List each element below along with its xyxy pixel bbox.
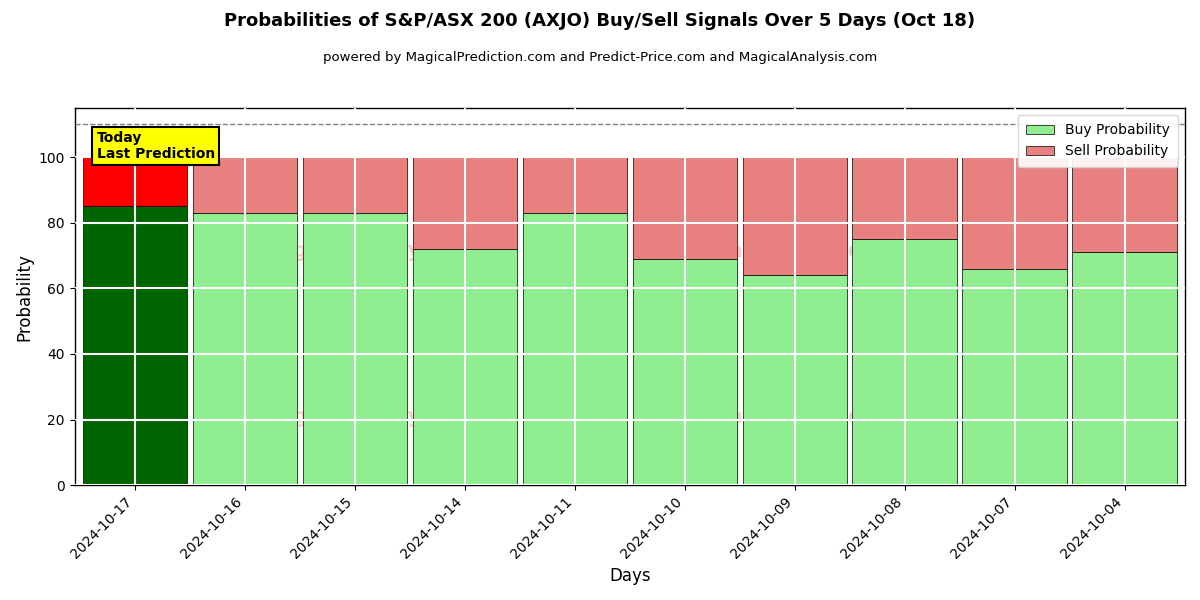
Bar — [193, 213, 298, 485]
Text: MagicalAnalysis.com: MagicalAnalysis.com — [254, 407, 516, 427]
Bar — [193, 157, 298, 213]
Text: MagicalPrediction.com: MagicalPrediction.com — [654, 241, 940, 262]
Text: Probabilities of S&P/ASX 200 (AXJO) Buy/Sell Signals Over 5 Days (Oct 18): Probabilities of S&P/ASX 200 (AXJO) Buy/… — [224, 12, 976, 30]
Bar — [743, 157, 847, 275]
Bar — [413, 249, 517, 485]
Bar — [852, 157, 956, 239]
Bar — [632, 259, 737, 485]
Bar — [83, 157, 187, 206]
Bar — [1073, 157, 1177, 253]
Bar — [962, 157, 1067, 269]
Bar — [302, 213, 407, 485]
Bar — [1073, 253, 1177, 485]
Bar — [852, 239, 956, 485]
Text: MagicalPrediction.com: MagicalPrediction.com — [654, 407, 940, 427]
Text: powered by MagicalPrediction.com and Predict-Price.com and MagicalAnalysis.com: powered by MagicalPrediction.com and Pre… — [323, 51, 877, 64]
Bar — [83, 206, 187, 485]
Text: MagicalAnalysis.com: MagicalAnalysis.com — [254, 241, 516, 262]
Bar — [523, 213, 628, 485]
Bar — [413, 157, 517, 249]
Bar — [632, 157, 737, 259]
Bar — [743, 275, 847, 485]
Bar — [962, 269, 1067, 485]
Text: Today
Last Prediction: Today Last Prediction — [97, 131, 215, 161]
Bar — [302, 157, 407, 213]
X-axis label: Days: Days — [610, 567, 650, 585]
Y-axis label: Probability: Probability — [16, 253, 34, 341]
Legend: Buy Probability, Sell Probability: Buy Probability, Sell Probability — [1018, 115, 1178, 167]
Bar — [523, 157, 628, 213]
